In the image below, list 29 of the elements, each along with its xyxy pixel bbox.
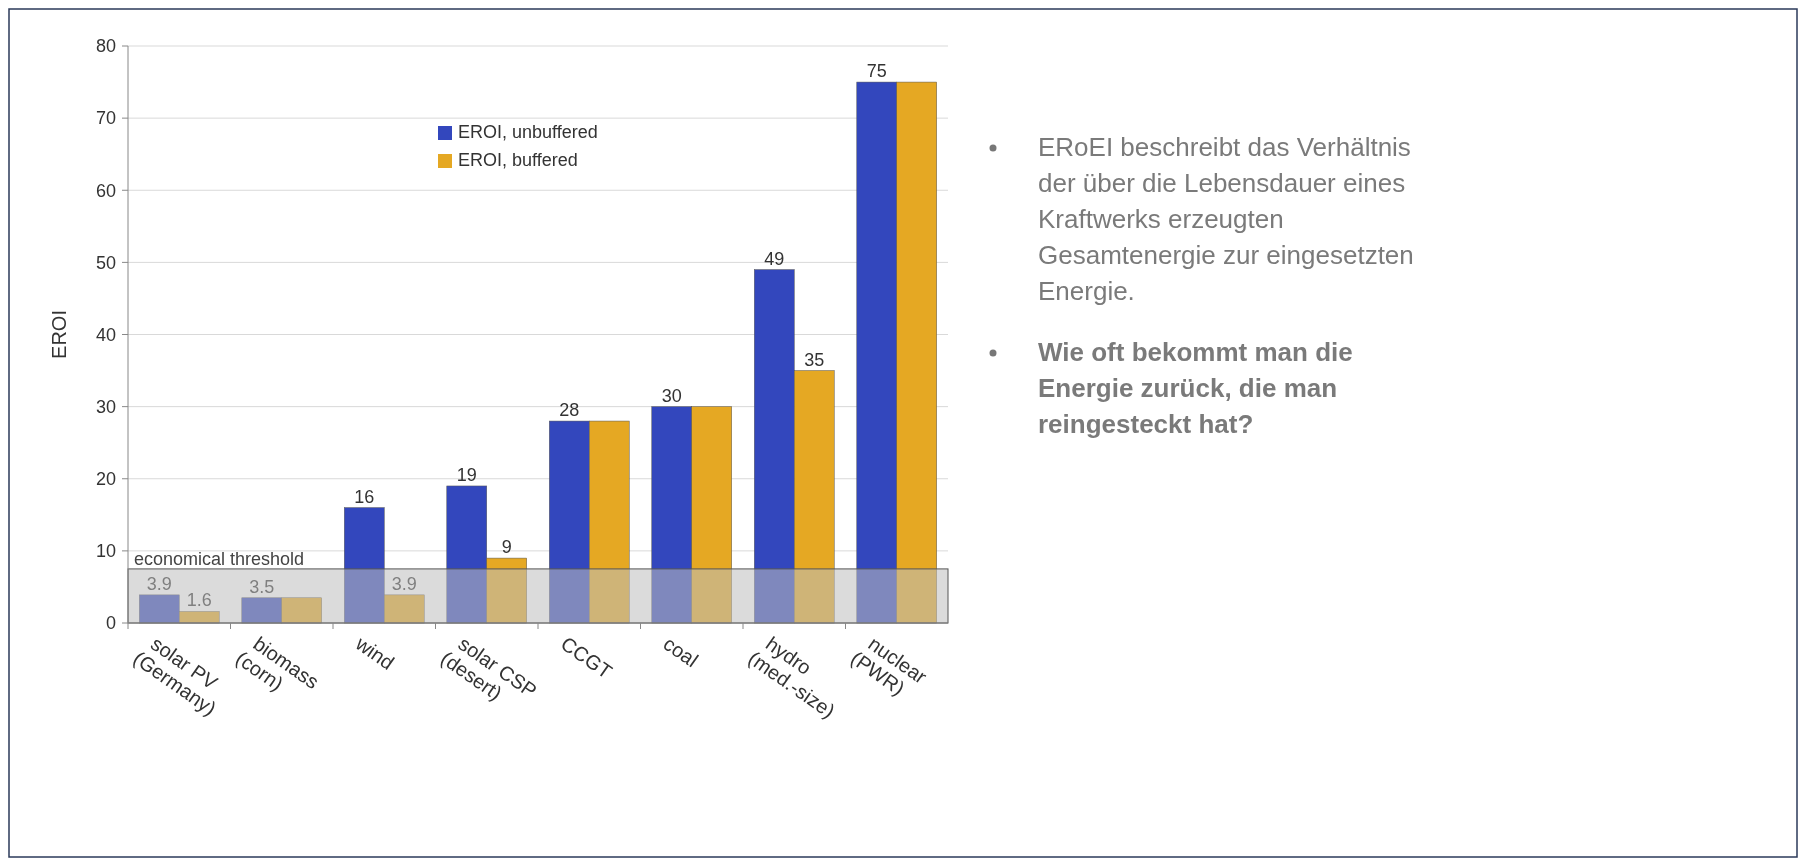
y-tick-label: 40	[95, 324, 116, 345]
y-tick-label: 0	[105, 613, 116, 634]
data-label: 3.9	[391, 573, 417, 594]
y-tick-label: 50	[95, 252, 116, 273]
data-label: 16	[354, 486, 375, 507]
text: Wie oft bekommt man die Energie zurück, die man reingesteckt hat?	[1038, 337, 1353, 439]
y-tick-label: 30	[95, 396, 116, 417]
y-tick-label: 10	[95, 541, 116, 562]
data-label: 28	[559, 400, 580, 421]
legend-label: EROI, buffered	[458, 150, 578, 170]
data-label: 75	[866, 61, 887, 82]
y-axis-title: EROI	[48, 310, 70, 359]
band-label: economical threshold	[134, 548, 305, 569]
x-tick-label: coal	[659, 632, 703, 672]
y-tick-label: 80	[95, 36, 116, 57]
y-tick-label: 20	[95, 469, 116, 490]
text: ERoEI beschreibt das Verhältnis der über die Lebensdauer eines Kraftwerks erzeugten Gesamtenergie zur eingesetzten Energie.	[1038, 132, 1414, 306]
data-label: 49	[764, 248, 785, 269]
data-label: 30	[661, 385, 682, 406]
data-label: 9	[501, 537, 512, 558]
data-label: 35	[804, 349, 825, 370]
x-tick-label: wind	[351, 631, 399, 674]
data-label: 19	[456, 464, 477, 485]
y-tick-label: 70	[95, 108, 116, 129]
data-label: 3.5	[249, 576, 275, 597]
y-tick-label: 60	[95, 180, 116, 201]
data-label: 3.9	[146, 573, 172, 594]
data-label: 1.6	[186, 590, 212, 611]
legend-label: EROI, unbuffered	[458, 122, 598, 142]
